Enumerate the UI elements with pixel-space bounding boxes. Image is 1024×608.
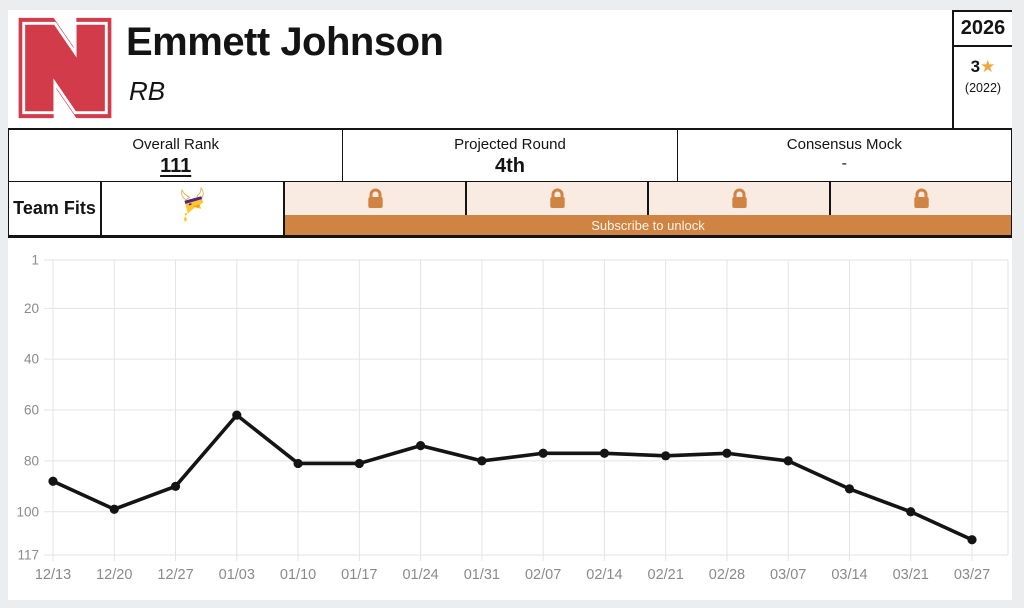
projected-round-value: 4th [494, 155, 525, 177]
svg-text:01/10: 01/10 [280, 567, 316, 583]
svg-text:01/17: 01/17 [341, 567, 377, 583]
svg-text:02/28: 02/28 [709, 567, 745, 583]
svg-text:12/13: 12/13 [35, 567, 71, 583]
team-fits-label: Team Fits [9, 182, 102, 235]
overall-rank-label: Overall Rank [132, 136, 220, 153]
player-header: Emmett Johnson RB 2026 3 (2022) [8, 10, 1012, 128]
rank-history-chart-panel: 1 20 40 60 80 100 117 12/13 12/20 12/27 01/03 01/10… [8, 238, 1012, 600]
svg-text:03/21: 03/21 [893, 567, 929, 583]
svg-text:02/21: 02/21 [648, 567, 684, 583]
lock-icon [549, 188, 565, 208]
locked-team-fit-slot[interactable] [829, 182, 1011, 216]
locked-team-fits: Subscribe to unlock [285, 182, 1011, 235]
projected-round-label: Projected Round [454, 136, 566, 153]
draft-info-column: 2026 3 (2022) [952, 10, 1012, 128]
locked-team-fit-slot[interactable] [465, 182, 647, 216]
nebraska-cornhuskers-logo-icon [13, 15, 117, 126]
consensus-mock-cell: Consensus Mock - [676, 130, 1011, 181]
minnesota-vikings-logo-icon [173, 186, 213, 230]
consensus-mock-label: Consensus Mock [786, 136, 902, 153]
svg-text:02/07: 02/07 [525, 567, 561, 583]
recruit-star-count: 3 [970, 57, 981, 76]
player-position: RB [129, 76, 166, 106]
lock-icon [913, 188, 929, 208]
svg-text:01/31: 01/31 [464, 567, 500, 583]
overall-rank-cell: Overall Rank 111 [9, 130, 342, 181]
svg-text:60: 60 [24, 403, 39, 418]
projected-round-cell: Projected Round 4th [342, 130, 676, 181]
svg-text:40: 40 [24, 352, 39, 367]
team-fits-row: Team Fits Subscribe to unlock [8, 182, 1012, 238]
player-name: Emmett Johnson [126, 20, 444, 64]
player-card: Emmett Johnson RB 2026 3 (2022) Overall … [8, 10, 1012, 600]
svg-text:03/14: 03/14 [831, 567, 867, 583]
star-icon [980, 57, 995, 76]
lock-icon [367, 188, 383, 208]
consensus-mock-value: - [841, 155, 847, 172]
locked-team-fit-slot[interactable] [285, 182, 465, 215]
recruit-class-year: (2022) [964, 81, 1002, 95]
svg-text:12/20: 12/20 [96, 567, 132, 583]
svg-text:01/24: 01/24 [402, 567, 438, 583]
recruit-rating: 3 (2022) [954, 47, 1012, 95]
draft-class-year: 2026 [954, 12, 1012, 47]
svg-text:80: 80 [24, 453, 39, 468]
svg-text:117: 117 [17, 548, 39, 563]
svg-text:12/27: 12/27 [157, 567, 193, 583]
team-fit-minnesota-vikings[interactable] [102, 182, 285, 235]
rank-history-chart: 1 20 40 60 80 100 117 12/13 12/20 12/27 01/03 01/10… [16, 253, 1009, 583]
svg-text:03/07: 03/07 [770, 567, 806, 583]
stats-row: Overall Rank 111 Projected Round 4th Con… [8, 128, 1012, 182]
locked-team-fit-slot[interactable] [647, 182, 829, 216]
svg-text:03/27: 03/27 [954, 567, 990, 583]
locked-slots [285, 182, 1011, 216]
subscribe-to-unlock-bar[interactable]: Subscribe to unlock [285, 215, 1011, 235]
svg-text:100: 100 [16, 504, 39, 519]
svg-text:1: 1 [31, 253, 39, 268]
svg-text:20: 20 [24, 301, 39, 316]
overall-rank-value[interactable]: 111 [160, 155, 192, 177]
svg-text:02/14: 02/14 [586, 567, 622, 583]
lock-icon [731, 188, 747, 208]
svg-text:01/03: 01/03 [219, 567, 255, 583]
